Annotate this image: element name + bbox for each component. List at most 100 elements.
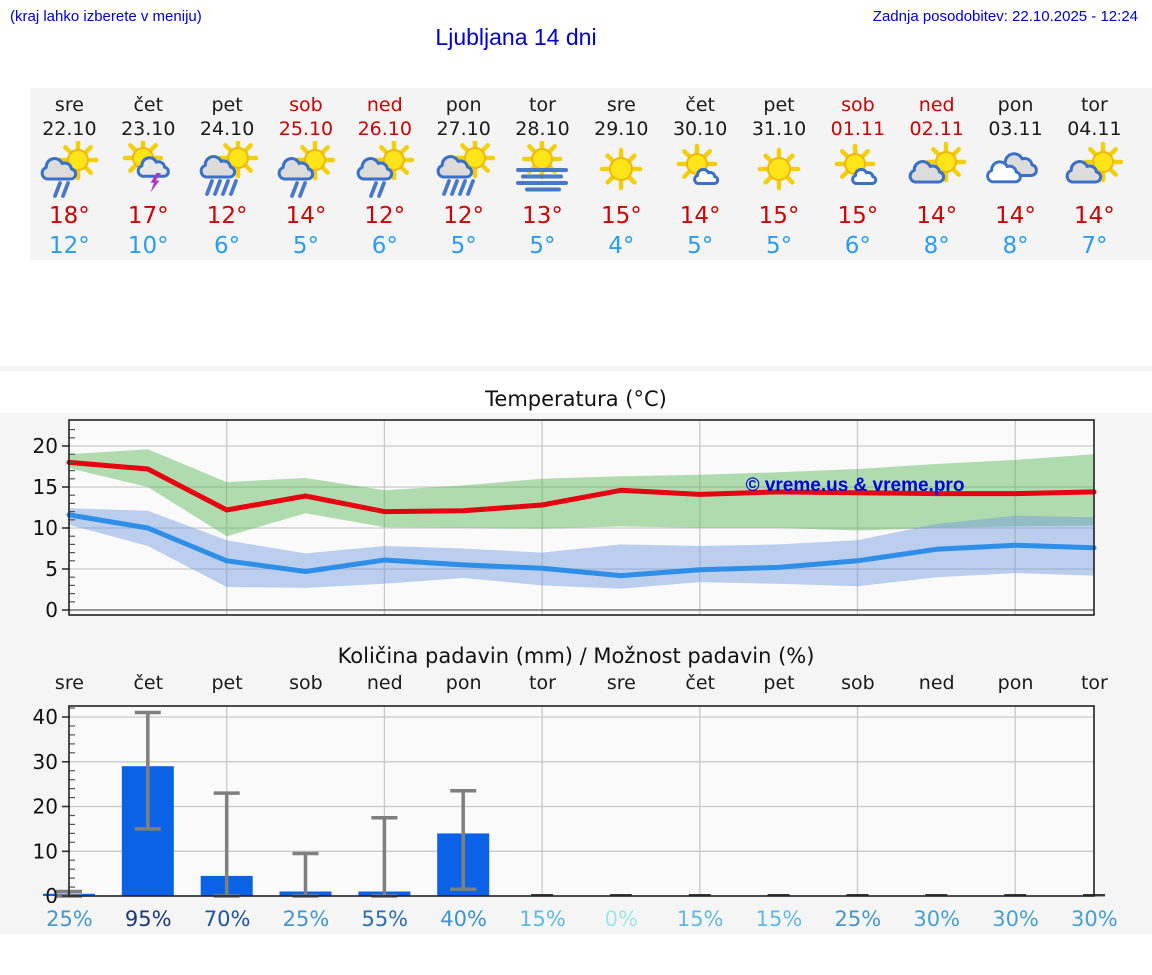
day-date: 22.10 bbox=[42, 118, 97, 140]
weather-icon-slot bbox=[503, 141, 582, 199]
min-temperature: 6° bbox=[214, 233, 241, 259]
precip-probability: 40% bbox=[440, 906, 487, 931]
forecast-day-column: tor 28.10 13° 5° bbox=[503, 88, 582, 260]
precip-probability: 15% bbox=[519, 906, 566, 931]
sun-small-cloud-icon bbox=[834, 143, 878, 186]
sun-cloud-rain-heavy-icon bbox=[199, 141, 259, 196]
min-temperature: 5° bbox=[529, 233, 556, 259]
day-date: 28.10 bbox=[515, 118, 570, 140]
precip-probability: 55% bbox=[361, 906, 409, 931]
day-name: tor bbox=[1080, 94, 1108, 116]
forecast-day-column: pon 03.11 14° 8° bbox=[976, 88, 1055, 260]
forecast-day-column: pet 31.10 15° 5° bbox=[740, 88, 819, 260]
precip-probability: 70% bbox=[203, 906, 251, 931]
day-date: 26.10 bbox=[357, 118, 412, 140]
max-temperature: 12° bbox=[364, 203, 406, 229]
precip-day-label: pon bbox=[997, 672, 1034, 694]
precip-day-label: tor bbox=[1080, 672, 1108, 694]
max-temperature: 14° bbox=[679, 203, 721, 229]
forecast-day-column: čet 23.10 17° 10° bbox=[109, 88, 188, 260]
day-date: 02.11 bbox=[909, 118, 964, 140]
day-name: čet bbox=[133, 94, 164, 116]
day-date: 31.10 bbox=[751, 118, 807, 140]
day-date: 30.10 bbox=[672, 118, 728, 140]
day-name: sob bbox=[289, 94, 323, 116]
spacer bbox=[0, 260, 1152, 366]
weather-icon-slot bbox=[345, 141, 424, 199]
precip-day-label: sob bbox=[289, 672, 323, 694]
weather-icon-slot bbox=[30, 141, 109, 199]
svg-text:0: 0 bbox=[45, 884, 58, 903]
day-date: 23.10 bbox=[121, 118, 176, 140]
day-name: sre bbox=[54, 94, 84, 116]
weather-icon-slot bbox=[1055, 141, 1134, 199]
day-name: pon bbox=[445, 94, 482, 116]
sun-cloud-icon bbox=[1065, 141, 1124, 184]
weather-icon-slot bbox=[109, 141, 188, 199]
sun-cloud-rain-icon bbox=[277, 141, 336, 198]
min-temperature: 12° bbox=[49, 233, 90, 259]
day-name: pon bbox=[997, 94, 1034, 116]
sun-small-cloud-icon bbox=[676, 143, 720, 186]
sun-cloud-rain-icon bbox=[41, 141, 99, 198]
day-name: ned bbox=[918, 94, 955, 116]
precip-day-label: tor bbox=[529, 672, 556, 694]
max-temperature: 18° bbox=[49, 203, 90, 229]
max-temperature: 14° bbox=[916, 203, 958, 229]
section-divider bbox=[0, 366, 1152, 371]
day-name: pet bbox=[211, 94, 243, 116]
max-temperature: 14° bbox=[995, 203, 1036, 229]
precip-probability: 15% bbox=[755, 906, 803, 931]
day-date: 27.10 bbox=[436, 118, 491, 140]
min-temperature: 5° bbox=[687, 233, 714, 259]
min-temperature: 6° bbox=[371, 233, 398, 259]
forecast-day-column: čet 30.10 14° 5° bbox=[661, 88, 740, 260]
location-menu-hint: (kraj lahko izberete v meniju) bbox=[10, 8, 202, 25]
precip-probability: 25% bbox=[46, 906, 93, 931]
min-temperature: 7° bbox=[1081, 233, 1108, 259]
svg-text:10: 10 bbox=[33, 516, 58, 540]
precipitation-day-labels: sre čet pet sob ned pon tor sre čet pet sob ned pon t… bbox=[30, 672, 1152, 698]
max-temperature: 14° bbox=[1074, 203, 1115, 229]
temperature-chart: 0 5 10 15 20 © vreme.us & vreme.pro bbox=[0, 413, 1152, 622]
forecast-day-column: sob 25.10 14° 5° bbox=[267, 88, 346, 260]
day-name: tor bbox=[529, 94, 556, 116]
forecast-day-column: sre 22.10 18° 12° bbox=[30, 88, 109, 260]
svg-text:10: 10 bbox=[33, 839, 58, 863]
forecast-day-column: sob 01.11 15° 6° bbox=[818, 88, 897, 260]
clouds-icon bbox=[985, 152, 1038, 184]
precip-probability: 25% bbox=[834, 906, 882, 931]
min-temperature: 5° bbox=[765, 233, 793, 259]
temperature-chart-title: Temperatura (°C) bbox=[0, 387, 1152, 413]
forecast-day-column: pet 24.10 12° 6° bbox=[188, 88, 267, 260]
svg-text:30: 30 bbox=[33, 750, 58, 774]
watermark-link[interactable]: © vreme.us & vreme.pro bbox=[746, 475, 965, 496]
precip-day-label: pon bbox=[445, 672, 482, 694]
min-temperature: 6° bbox=[844, 233, 871, 259]
min-temperature: 8° bbox=[1002, 233, 1029, 259]
day-name: sre bbox=[606, 94, 636, 116]
precip-day-label: čet bbox=[685, 672, 715, 694]
max-temperature: 15° bbox=[837, 203, 879, 229]
sun-cloud-rain-heavy-icon bbox=[436, 141, 495, 196]
min-temperature: 4° bbox=[608, 233, 635, 259]
sun-cloud-rain-icon bbox=[356, 141, 415, 198]
weather-icon-slot bbox=[976, 141, 1055, 199]
svg-text:15: 15 bbox=[33, 475, 58, 499]
min-temperature: 10° bbox=[127, 233, 169, 259]
min-temperature: 5° bbox=[450, 233, 477, 259]
forecast-day-column: ned 02.11 14° 8° bbox=[897, 88, 976, 260]
day-name: sob bbox=[841, 94, 875, 116]
precip-day-label: čet bbox=[133, 672, 164, 694]
forecast-day-column: tor 04.11 14° 7° bbox=[1055, 88, 1134, 260]
day-date: 03.11 bbox=[988, 118, 1043, 140]
weather-icon-slot bbox=[267, 141, 346, 199]
forecast-day-column: ned 26.10 12° 6° bbox=[345, 88, 424, 260]
charts-section: 0 5 10 15 20 © vreme.us & vreme.pro Količina … bbox=[0, 413, 1152, 934]
precip-probability: 95% bbox=[124, 906, 172, 931]
min-temperature: 8° bbox=[923, 233, 950, 259]
day-date: 25.10 bbox=[278, 118, 334, 140]
svg-text:20: 20 bbox=[33, 795, 58, 819]
day-date: 24.10 bbox=[199, 118, 255, 140]
precip-day-label: pet bbox=[211, 672, 243, 694]
